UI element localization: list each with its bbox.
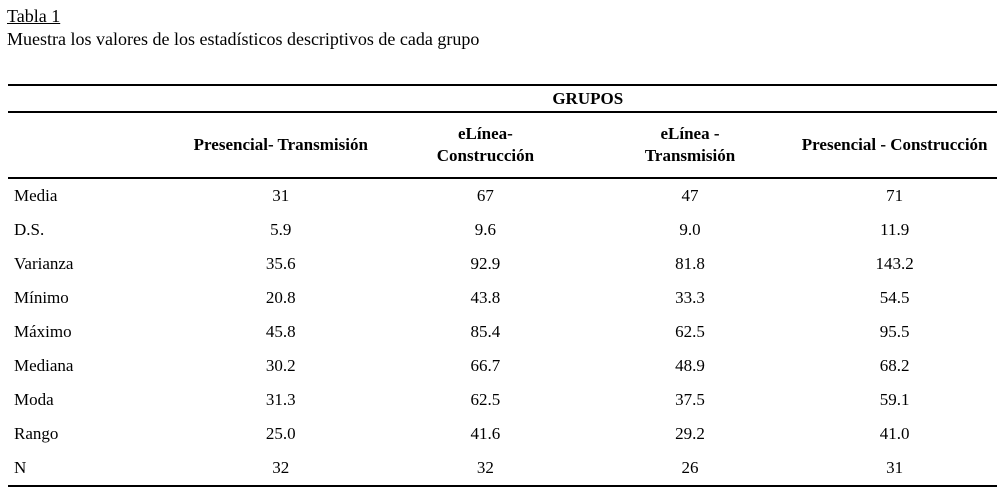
cell-value: 45.8 — [265, 322, 296, 341]
row-label: Máximo — [14, 322, 72, 341]
row-label: D.S. — [14, 220, 45, 239]
statistics-table: GRUPOS Presencial- Transmisión eLínea- C… — [8, 84, 997, 487]
table-row-moda: Moda 31.3 62.5 37.5 59.1 — [8, 383, 997, 417]
cell-value: 48.9 — [675, 356, 705, 375]
row-label: Mediana — [14, 356, 74, 375]
cell-value: 41.6 — [470, 424, 501, 443]
cell-value: 143.2 — [875, 254, 914, 273]
cell-value: 85.4 — [470, 322, 501, 341]
cell-value: 33.3 — [675, 288, 705, 307]
cell-value: 59.1 — [879, 390, 910, 409]
table-row-media: Media 31 67 47 71 — [8, 178, 997, 213]
column-header-elinea-construccion: eLínea- Construcción — [383, 112, 588, 179]
cell-value: 5.9 — [270, 220, 292, 239]
table-row-n: N 32 32 26 31 — [8, 451, 997, 486]
cell-value: 37.5 — [675, 390, 705, 409]
group-header: GRUPOS — [178, 85, 997, 113]
row-label: Mínimo — [14, 288, 69, 307]
row-label: Rango — [14, 424, 59, 443]
group-header-spacer — [8, 85, 179, 113]
cell-value: 31 — [886, 458, 904, 477]
table-row-varianza: Varianza 35.6 92.9 81.8 143.2 — [8, 247, 997, 281]
cell-value: 20.8 — [265, 288, 296, 307]
cell-value: 32 — [272, 458, 290, 477]
row-label: Media — [14, 186, 58, 205]
cell-value: 35.6 — [265, 254, 296, 273]
cell-value: 9.0 — [679, 220, 701, 239]
cell-value: 62.5 — [675, 322, 705, 341]
cell-value: 47 — [681, 186, 699, 205]
cell-value: 32 — [476, 458, 494, 477]
cell-value: 30.2 — [265, 356, 296, 375]
table-row-rango: Rango 25.0 41.6 29.2 41.0 — [8, 417, 997, 451]
cell-value: 26 — [681, 458, 699, 477]
cell-value: 41.0 — [879, 424, 910, 443]
cell-value: 9.6 — [474, 220, 497, 239]
cell-value: 62.5 — [470, 390, 501, 409]
column-header-row: Presencial- Transmisión eLínea- Construc… — [8, 112, 997, 179]
column-header-presencial-construccion: Presencial - Construcción — [792, 112, 997, 179]
table-subtitle: Muestra los valores de los estadísticos … — [7, 29, 480, 49]
cell-value: 92.9 — [470, 254, 501, 273]
row-label: N — [14, 458, 27, 477]
table-row-minimo: Mínimo 20.8 43.8 33.3 54.5 — [8, 281, 997, 315]
cell-value: 67 — [476, 186, 494, 205]
table-row-ds: D.S. 5.9 9.6 9.0 11.9 — [8, 213, 997, 247]
cell-value: 95.5 — [879, 322, 910, 341]
cell-value: 31.3 — [265, 390, 296, 409]
cell-value: 54.5 — [879, 288, 910, 307]
row-label: Moda — [14, 390, 54, 409]
column-header-elinea-transmision: eLínea - Transmisión — [587, 112, 793, 179]
column-header-spacer — [8, 112, 179, 179]
table-row-maximo: Máximo 45.8 85.4 62.5 95.5 — [8, 315, 997, 349]
cell-value: 11.9 — [880, 220, 910, 239]
column-header-presencial-transmision: Presencial- Transmisión — [178, 112, 384, 179]
cell-value: 81.8 — [675, 254, 705, 273]
cell-value: 25.0 — [265, 424, 296, 443]
cell-value: 71 — [886, 186, 904, 205]
row-label: Varianza — [14, 254, 74, 273]
cell-value: 29.2 — [675, 424, 705, 443]
cell-value: 68.2 — [879, 356, 910, 375]
group-header-row: GRUPOS — [8, 85, 997, 113]
cell-value: 43.8 — [470, 288, 501, 307]
table-row-mediana: Mediana 30.2 66.7 48.9 68.2 — [8, 349, 997, 383]
cell-value: 66.7 — [470, 356, 501, 375]
cell-value: 31 — [272, 186, 290, 205]
table-title: Tabla 1 — [7, 6, 61, 26]
